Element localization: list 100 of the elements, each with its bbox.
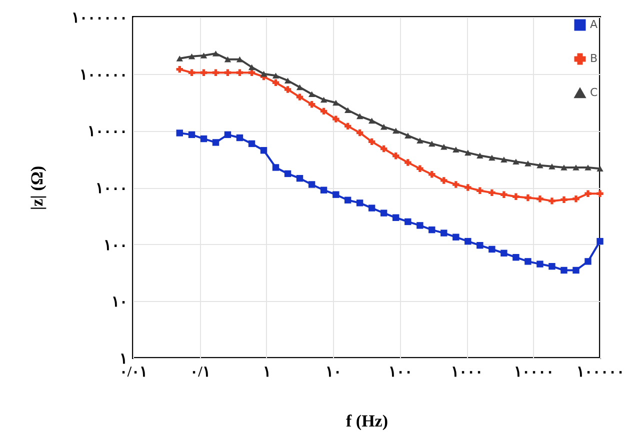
y-tick-label: ۱۰۰۰۰۰ [80, 67, 128, 84]
x-tick-label: ۱۰ [326, 364, 342, 380]
point [260, 147, 268, 154]
point [500, 191, 508, 198]
point [512, 254, 520, 261]
x-tick-label: ۱۰۰۰۰ [514, 364, 554, 380]
point [380, 124, 388, 130]
point [392, 214, 400, 221]
point [560, 164, 568, 170]
point [200, 135, 208, 142]
point [548, 164, 556, 170]
point [200, 69, 208, 76]
point [176, 130, 183, 136]
point [236, 56, 244, 62]
point [296, 84, 304, 90]
point [188, 53, 196, 60]
point [548, 198, 556, 204]
point [512, 158, 520, 165]
point [356, 129, 364, 136]
x-tick-label: ۱۰۰۰ [451, 364, 484, 380]
point [596, 190, 604, 197]
point [344, 196, 352, 204]
point [272, 79, 280, 86]
point [560, 196, 568, 204]
point [248, 64, 256, 70]
point [416, 138, 424, 144]
point [272, 164, 280, 171]
point [452, 146, 460, 152]
point [488, 189, 496, 196]
point [476, 152, 484, 158]
y-tick-label: ۱۰۰۰ [96, 181, 128, 197]
x-axis-title: f (Hz) [346, 412, 388, 430]
point [284, 86, 292, 93]
legend-label: C [590, 86, 598, 99]
point [440, 230, 448, 236]
y-tick-label: ۱۰۰ [104, 238, 128, 254]
point [548, 262, 556, 270]
point [404, 159, 412, 166]
point [284, 170, 292, 178]
point [512, 193, 520, 200]
point [536, 196, 544, 202]
point [188, 69, 196, 76]
point [524, 160, 532, 166]
point [368, 138, 376, 146]
point [296, 94, 304, 100]
point [332, 100, 340, 106]
point [476, 242, 484, 249]
point [428, 226, 436, 234]
point [440, 144, 448, 150]
point [236, 134, 244, 142]
point [560, 266, 568, 274]
point [272, 72, 280, 79]
point [344, 107, 352, 114]
point [452, 234, 460, 240]
point [200, 52, 208, 58]
point [344, 122, 352, 130]
point [452, 181, 460, 188]
point [380, 145, 388, 152]
point [224, 131, 232, 138]
point [596, 166, 604, 172]
point [368, 204, 376, 212]
point [416, 222, 424, 229]
point [188, 131, 196, 138]
point [428, 171, 436, 178]
legend-label: A [590, 18, 598, 31]
point [536, 162, 544, 168]
point [224, 69, 232, 76]
point [464, 150, 472, 156]
point [584, 258, 592, 265]
point [176, 66, 183, 73]
point [212, 69, 220, 76]
point [524, 258, 532, 265]
point [524, 194, 532, 202]
point [440, 177, 448, 184]
y-tick-label: ۱۰ [112, 294, 128, 311]
x-tick-label: ۰/۰۱ [119, 364, 148, 380]
point [464, 238, 472, 245]
point [488, 246, 496, 253]
point [428, 140, 436, 147]
point [572, 164, 580, 170]
point [488, 154, 496, 161]
point [332, 191, 340, 198]
x-tick-label: ۱ [262, 364, 271, 380]
point [284, 78, 292, 84]
legend-label: B [590, 52, 598, 65]
point [404, 132, 412, 138]
point [320, 186, 328, 194]
point [260, 70, 268, 77]
x-tick-label: ۱۰۰۰۰۰ [576, 364, 624, 380]
point [464, 184, 472, 191]
y-tick-label: ۱ [120, 352, 128, 368]
x-tick-label: ۱۰۰ [388, 364, 412, 380]
point [236, 69, 244, 76]
point [356, 200, 364, 206]
point [308, 181, 316, 188]
point [212, 50, 220, 56]
point [500, 156, 508, 162]
y-tick-label: ۱۰۰۰۰ [88, 124, 128, 140]
point [416, 165, 424, 172]
y-axis-title: |z| (Ω) [28, 166, 46, 210]
